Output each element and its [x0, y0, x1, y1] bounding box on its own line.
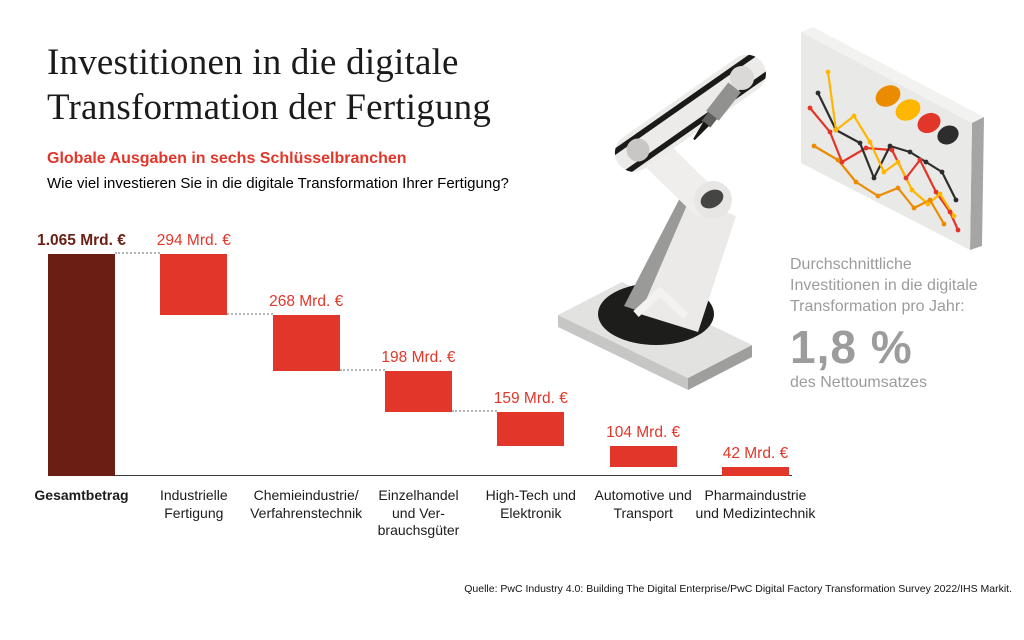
bar-category-label: Einzelhandel und Ver- brauchsgüter [377, 487, 460, 538]
bar-category-label: Pharmaindustrie und Medizintechnik [695, 487, 816, 521]
connector-line [451, 410, 498, 413]
bar-value-label: 198 Mrd. € [381, 349, 456, 367]
stat-caption: des Nettoumsatzes [790, 374, 927, 391]
stat-value: 1,8 % [790, 321, 913, 373]
page-title-line-2: Transformation der Fertigung [47, 87, 492, 128]
bar-category-label: Automotive und Transport [594, 487, 692, 521]
connector-line [115, 252, 161, 254]
waterfall-bar [160, 254, 228, 316]
waterfall-bar [721, 467, 789, 476]
page-title: Investitionen in die digitale Transforma… [47, 40, 491, 130]
stat-description: Durchschnittliche Investitionen in die d… [790, 256, 978, 315]
bar-value-label: 159 Mrd. € [493, 390, 568, 408]
bar-value-label: 104 Mrd. € [606, 423, 681, 441]
bar-category-label: Industrielle Fertigung [159, 487, 228, 521]
waterfall-bar [609, 445, 677, 468]
chart-board-illustration [801, 27, 984, 250]
bar-category-label: Gesamtbetrag [34, 487, 129, 503]
x-axis-line [48, 474, 792, 477]
bar-value-label: 42 Mrd. € [722, 445, 789, 463]
bar-category-label: High-Tech und Elektronik [485, 487, 576, 521]
waterfall-bar [48, 254, 115, 476]
waterfall-bar [384, 371, 452, 413]
waterfall-bar [497, 412, 565, 446]
chart-question: Wie viel investieren Sie in die digitale… [47, 175, 509, 192]
bar-value-label: 268 Mrd. € [269, 293, 344, 311]
connector-line [227, 313, 273, 316]
waterfall-bar [272, 315, 340, 372]
board-dots [875, 85, 959, 145]
robot-arm [558, 50, 771, 390]
stat-panel: Durchschnittliche Investitionen in die d… [790, 254, 1020, 393]
bar-value-label: 1.065 Mrd. € [37, 232, 126, 249]
bar-value-label: 294 Mrd. € [156, 232, 231, 249]
chart-subtitle: Globale Ausgaben in sechs Schlüsselbranc… [47, 150, 407, 167]
page-title-line-1: Investitionen in die digitale [47, 42, 459, 83]
connector-line [339, 369, 385, 372]
bar-category-label: Chemieindustrie/ Verfahrenstechnik [250, 487, 363, 521]
source-note: Quelle: PwC Industry 4.0: Building The D… [464, 583, 1012, 595]
